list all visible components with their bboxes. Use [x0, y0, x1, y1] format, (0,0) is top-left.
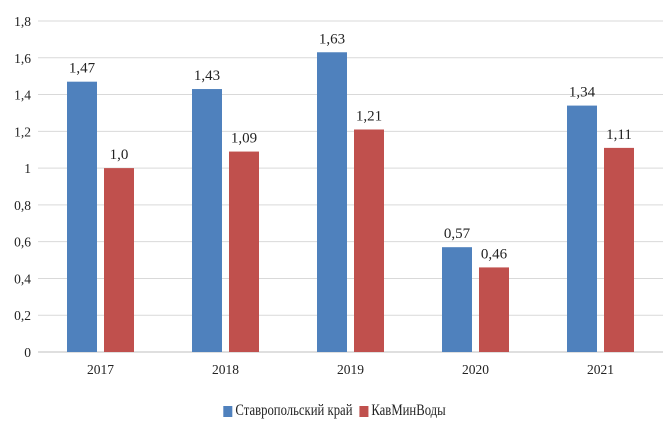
- data-label: 0,57: [444, 226, 471, 242]
- x-axis-ticks: 2017 2018 2019 2020 2021: [87, 362, 614, 377]
- x-tick-label: 2020: [462, 362, 489, 377]
- data-label: 1,11: [606, 127, 632, 143]
- bar-series-2-2021: [604, 147, 634, 352]
- legend-label-series-2: КавМинВоды: [371, 402, 446, 419]
- y-tick-label: 1,4: [14, 88, 31, 103]
- y-tick-label: 1,8: [14, 14, 31, 29]
- legend-item-series-1: Ставропольский край: [223, 402, 353, 420]
- legend-swatch-series-1: [223, 405, 233, 417]
- data-label: 1,09: [231, 131, 257, 147]
- data-label: 1,0: [110, 147, 129, 163]
- bar-series-1-2021: [567, 105, 597, 352]
- y-tick-label: 1,2: [14, 124, 31, 139]
- y-tick-label: 0,4: [14, 271, 31, 286]
- data-label: 1,43: [194, 68, 220, 84]
- data-label: 1,21: [356, 108, 382, 124]
- legend-swatch-series-2: [359, 405, 369, 417]
- x-tick-label: 2017: [87, 362, 114, 377]
- y-tick-label: 1: [24, 161, 31, 176]
- bar-series-1-2018: [192, 89, 222, 353]
- legend: Ставропольский край КавМинВоды: [60, 402, 609, 420]
- x-tick-label: 2019: [337, 362, 364, 377]
- bar-series-2-2019: [354, 129, 384, 352]
- bar-series-2-2018: [229, 151, 259, 352]
- y-axis-ticks: 0 0,2 0,4 0,6 0,8 1 1,2 1,4 1,6 1,8: [14, 14, 31, 360]
- bar-series-1-2019: [317, 52, 347, 353]
- y-tick-label: 0: [24, 345, 31, 360]
- y-tick-label: 1,6: [14, 51, 31, 66]
- legend-item-series-2: КавМинВоды: [359, 402, 446, 420]
- bar-series-2-2020: [479, 267, 509, 352]
- data-label: 1,47: [69, 61, 96, 77]
- bar-series-1-2020: [442, 247, 472, 352]
- gridlines: [38, 20, 663, 353]
- data-label: 0,46: [481, 246, 508, 262]
- data-label: 1,63: [319, 31, 345, 47]
- y-tick-label: 0,2: [14, 308, 31, 323]
- legend-label-series-1: Ставропольский край: [235, 402, 353, 419]
- bars: [67, 52, 634, 353]
- y-tick-label: 0,6: [14, 235, 31, 250]
- bar-series-2-2017: [104, 168, 134, 352]
- y-tick-label: 0,8: [14, 198, 31, 213]
- x-tick-label: 2018: [212, 362, 239, 377]
- x-tick-label: 2021: [587, 362, 614, 377]
- data-label: 1,34: [569, 85, 596, 101]
- data-labels: 1,47 1,0 1,43 1,09 1,63 1,21 0,57 0,46 1,34 1,11: [69, 31, 632, 262]
- bar-series-1-2017: [67, 81, 97, 352]
